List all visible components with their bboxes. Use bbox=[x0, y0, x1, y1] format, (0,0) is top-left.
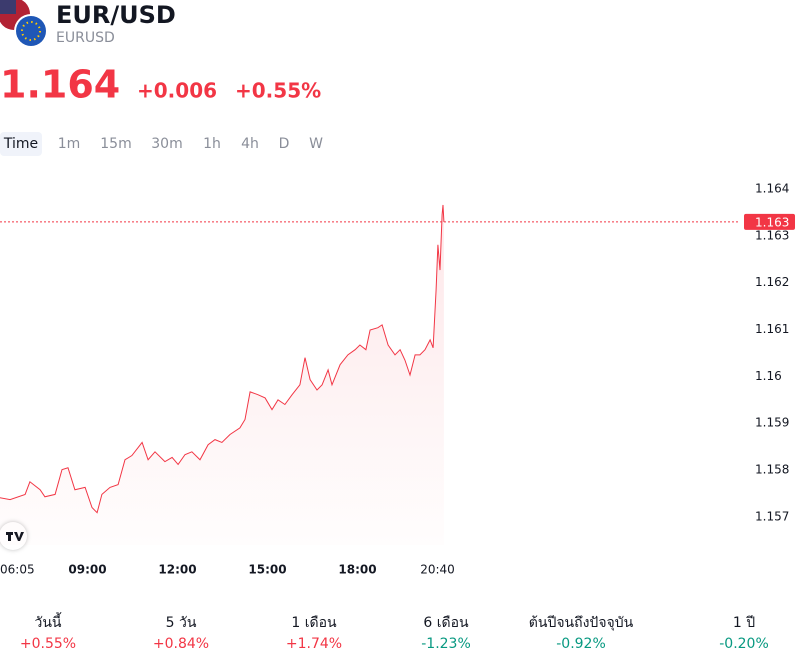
price: 1.164 bbox=[0, 63, 120, 107]
x-tick-label: 18:00 bbox=[338, 563, 376, 577]
timeframe-selected-bg bbox=[0, 132, 42, 156]
y-tick-label: 1.161 bbox=[755, 322, 789, 336]
timeframe-button[interactable]: 30m bbox=[151, 136, 182, 152]
timeframe-button[interactable]: 1m bbox=[58, 136, 81, 152]
period-label[interactable]: ต้นปีจนถึงปัจจุบัน bbox=[529, 615, 634, 631]
period-label[interactable]: วันนี้ bbox=[34, 612, 62, 631]
period-change[interactable]: +0.55% bbox=[20, 636, 76, 652]
y-tick-label: 1.163 bbox=[755, 228, 789, 242]
price-change: +0.006 bbox=[137, 79, 217, 103]
timeframe-button[interactable]: W bbox=[309, 136, 323, 152]
x-tick-label: 09:00 bbox=[68, 563, 106, 577]
x-tick-label: 06:05 bbox=[0, 563, 35, 577]
y-tick-label: 1.158 bbox=[755, 463, 789, 477]
period-change[interactable]: +1.74% bbox=[286, 636, 342, 652]
price-line bbox=[0, 204, 445, 514]
period-label[interactable]: 1 เดือน bbox=[291, 615, 337, 631]
x-tick-label: 12:00 bbox=[158, 563, 196, 577]
timeframe-button[interactable]: 1h bbox=[203, 136, 221, 152]
price-change-percent: +0.55% bbox=[235, 79, 321, 103]
timeframe-button[interactable]: 4h bbox=[241, 136, 259, 152]
period-change[interactable]: -0.92% bbox=[556, 636, 606, 652]
timeframe-button[interactable]: Time bbox=[3, 136, 38, 152]
x-tick-label: 20:40 bbox=[420, 563, 455, 577]
flags-icon bbox=[0, 0, 48, 48]
symbol-code: EURUSD bbox=[56, 30, 115, 46]
period-change[interactable]: +0.84% bbox=[153, 636, 209, 652]
period-change[interactable]: -0.20% bbox=[719, 636, 769, 652]
area bbox=[0, 204, 444, 545]
y-tick-label: 1.162 bbox=[755, 275, 789, 289]
period-label[interactable]: 5 วัน bbox=[166, 615, 197, 631]
y-tick-label: 1.16 bbox=[755, 369, 782, 383]
period-label[interactable]: 6 เดือน bbox=[423, 615, 469, 631]
period-change[interactable]: -1.23% bbox=[421, 636, 471, 652]
y-tick-label: 1.164 bbox=[755, 182, 789, 196]
timeframe-button[interactable]: 15m bbox=[100, 136, 131, 152]
x-tick-label: 15:00 bbox=[248, 563, 286, 577]
timeframe-button[interactable]: D bbox=[279, 136, 290, 152]
y-tick-label: 1.157 bbox=[755, 509, 789, 523]
y-tick-label: 1.159 bbox=[755, 416, 789, 430]
current-price-tag bbox=[744, 213, 795, 230]
current-price-label: 1.163 bbox=[755, 215, 789, 229]
period-label[interactable]: 1 ปี bbox=[733, 615, 755, 631]
symbol-title: EUR/USD bbox=[56, 1, 176, 29]
